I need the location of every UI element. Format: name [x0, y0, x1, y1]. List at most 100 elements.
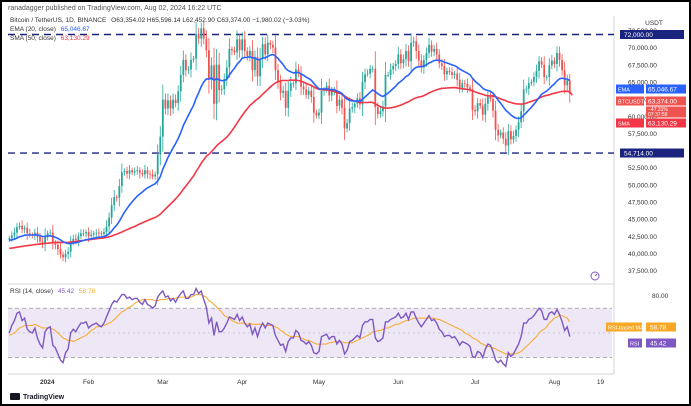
level-tag-label: 54,714.00 [624, 151, 653, 158]
currency-label: USDT [645, 20, 663, 27]
rsi-tag-value: 58.78 [650, 324, 667, 331]
candle-body [568, 80, 571, 94]
price-tag-value: 63,130.29 [648, 120, 677, 127]
y-tick-label: 37,500.00 [628, 268, 657, 275]
price-tag-name: BTCUSDT [618, 99, 645, 105]
rsi-tag-box [646, 322, 676, 332]
candle-body [246, 50, 249, 56]
candle-body [458, 79, 461, 88]
level-tag [620, 30, 684, 40]
candle-body [425, 53, 428, 60]
sma-legend-row[interactable]: SMA (50, close) 63,130.29 [10, 34, 310, 43]
candle-body [499, 132, 502, 136]
candle-body [486, 96, 489, 104]
candle-body [351, 107, 354, 109]
candle-body [271, 44, 274, 48]
candle-body [543, 64, 546, 78]
candle-body [113, 196, 116, 206]
candle-body [384, 74, 387, 107]
candle-body [522, 89, 525, 112]
rsi-tag-box [646, 338, 676, 348]
candle-body [18, 225, 21, 228]
candle-body [343, 107, 346, 129]
candle-body [59, 249, 62, 255]
x-tick-label: Feb [83, 379, 95, 386]
candle-body [525, 88, 528, 90]
candle-body [238, 39, 241, 51]
y-tick-label: 45,000.00 [628, 217, 657, 224]
candle-body [489, 96, 492, 99]
candle-body [397, 54, 400, 64]
candle-body [492, 98, 494, 111]
candle-body [225, 67, 228, 80]
candle-body [338, 99, 341, 106]
candle-body [341, 99, 343, 108]
candle-body [10, 235, 13, 239]
candle-body [325, 85, 328, 90]
candle-body [387, 74, 389, 76]
candle-body [192, 58, 195, 60]
candle-body [210, 65, 213, 80]
rsi-line [8, 286, 571, 368]
candle-body [440, 63, 443, 67]
candle-body [69, 241, 72, 252]
candle-body [248, 50, 251, 56]
candle-body [507, 131, 510, 146]
candle-body [95, 232, 98, 234]
candle-body [502, 132, 505, 139]
candle-body [159, 136, 162, 155]
candle-body [126, 170, 128, 174]
candle-body [149, 173, 151, 175]
candle-body [300, 72, 302, 87]
rsi-legend[interactable]: RSI (14, close) 45.42 58.78 [10, 288, 95, 295]
y-tick-label: 40,000.00 [628, 251, 657, 258]
candle-body [446, 70, 448, 75]
symbol-row[interactable]: Bitcoin / TetherUS, 1D, BINANCE O63,354.… [10, 16, 310, 25]
candle-body [64, 253, 67, 258]
candle-body [133, 170, 136, 173]
candle-body [346, 122, 349, 129]
candle-body [123, 170, 126, 173]
candle-body [202, 28, 205, 39]
candle-body [259, 58, 261, 77]
candle-body [289, 83, 292, 91]
candle-body [379, 111, 382, 115]
candle-body [108, 217, 110, 227]
level-tag [620, 148, 684, 158]
candle-body [550, 60, 553, 66]
x-tick-label: Jul [471, 379, 480, 386]
candle-body [558, 53, 561, 60]
candle-body [243, 39, 246, 51]
candle-body [548, 65, 551, 78]
candle-body [517, 122, 520, 130]
candle-body [74, 238, 77, 241]
candle-body [448, 70, 451, 73]
candle-body [453, 73, 456, 75]
price-tag-extra-box [646, 106, 686, 118]
candle-body [479, 103, 482, 106]
candle-body [348, 108, 351, 123]
candle-body [197, 33, 200, 39]
level-tag-label: 72,000.00 [624, 32, 653, 39]
price-tag-name-box [616, 118, 644, 128]
candle-body [435, 48, 438, 55]
candle-body [115, 196, 118, 198]
rsi-tag-name: RSI-based MA [608, 325, 644, 331]
brand-text: TradingView [23, 394, 65, 401]
candle-body [105, 226, 108, 232]
candle-body [512, 135, 515, 140]
candle-body [535, 70, 538, 78]
alert-clock-hand [594, 273, 598, 277]
candle-body [8, 238, 11, 240]
symbol-title: Bitcoin / TetherUS, 1D, BINANCE [10, 17, 107, 24]
candle-body [456, 73, 459, 80]
candle-body [118, 186, 121, 198]
ema-legend-row[interactable]: EMA (20, close) 65,046.67 [10, 25, 310, 34]
candle-body [284, 90, 287, 108]
candle-body [515, 129, 517, 136]
x-tick-label: May [313, 379, 326, 386]
candle-body [228, 48, 231, 68]
candle-body [218, 64, 221, 91]
price-tag-name-box [616, 84, 644, 94]
